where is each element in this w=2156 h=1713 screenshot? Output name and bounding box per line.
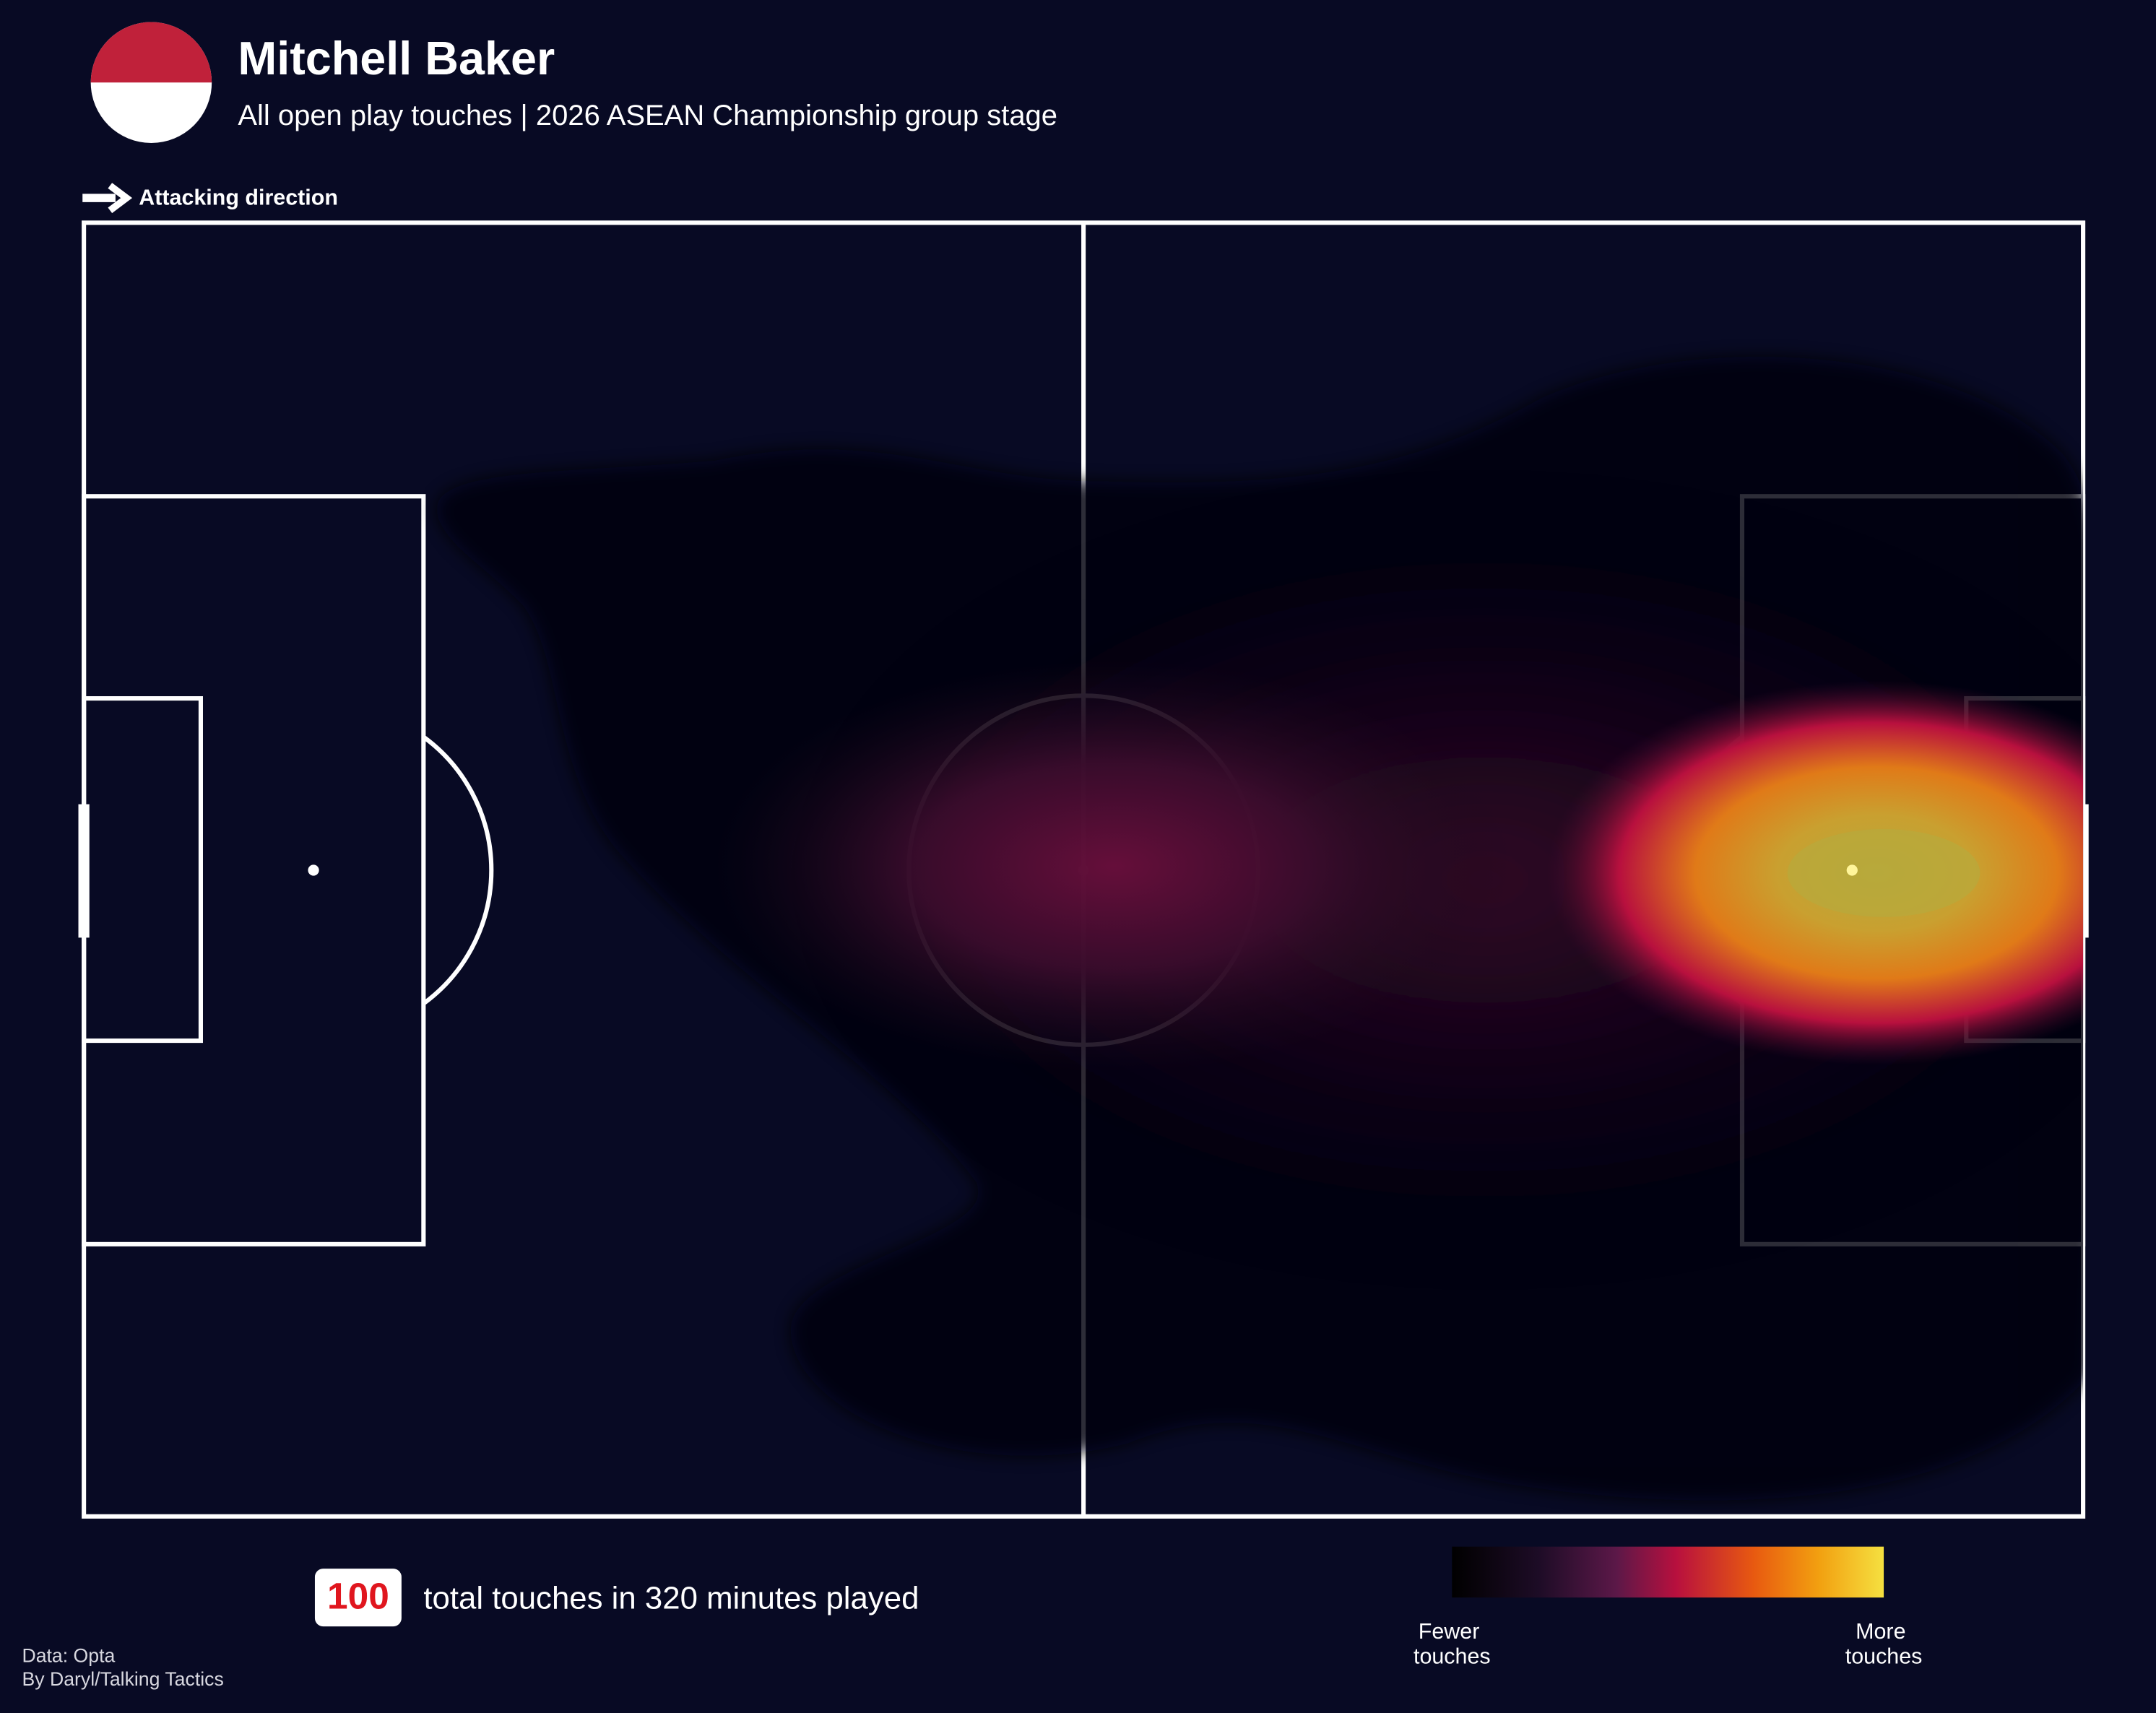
direction-label: Attacking direction (139, 186, 338, 210)
total-touches: 100 (327, 1574, 389, 1616)
credit: Data: Opta (22, 1645, 115, 1667)
flag (90, 22, 212, 143)
credit: By Daryl/Talking Tactics (22, 1668, 223, 1690)
summary-text: total touches in 320 minutes played (423, 1580, 919, 1616)
title: Mitchell Baker (238, 32, 555, 84)
heat-density (436, 356, 2084, 1501)
colorbar (1452, 1546, 1884, 1598)
subtitle: All open play touches | 2026 ASEAN Champ… (238, 100, 1057, 131)
legend-low: Fewer touches (1413, 1619, 1491, 1668)
total-badge (314, 1569, 402, 1627)
legend-high: More touches (1845, 1619, 1923, 1668)
direction-arrow (82, 183, 133, 214)
